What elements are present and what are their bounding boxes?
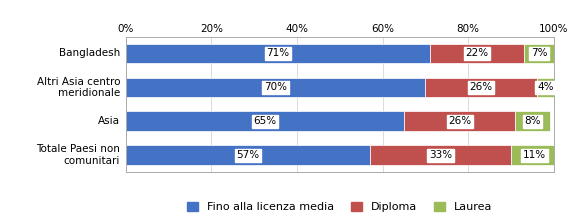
Bar — [524, 44, 554, 63]
Bar — [537, 78, 554, 97]
Bar — [430, 44, 524, 63]
Bar — [425, 78, 537, 97]
Text: 33%: 33% — [429, 150, 452, 160]
Text: 7%: 7% — [530, 48, 547, 58]
Text: 8%: 8% — [524, 116, 541, 126]
Text: 70%: 70% — [264, 82, 287, 92]
Text: 11%: 11% — [523, 150, 546, 160]
Bar — [126, 44, 430, 63]
Bar — [515, 111, 549, 131]
Text: 26%: 26% — [448, 116, 471, 126]
Bar — [126, 111, 404, 131]
Bar — [370, 145, 511, 165]
Bar — [404, 111, 515, 131]
Text: 71%: 71% — [266, 48, 289, 58]
Bar — [511, 145, 558, 165]
Text: 26%: 26% — [469, 82, 493, 92]
Text: 22%: 22% — [465, 48, 488, 58]
Text: 4%: 4% — [537, 82, 553, 92]
Legend: Fino alla licenza media, Diploma, Laurea: Fino alla licenza media, Diploma, Laurea — [183, 198, 497, 215]
Text: 57%: 57% — [236, 150, 259, 160]
Text: 65%: 65% — [254, 116, 276, 126]
Bar — [126, 145, 370, 165]
Bar — [126, 78, 425, 97]
